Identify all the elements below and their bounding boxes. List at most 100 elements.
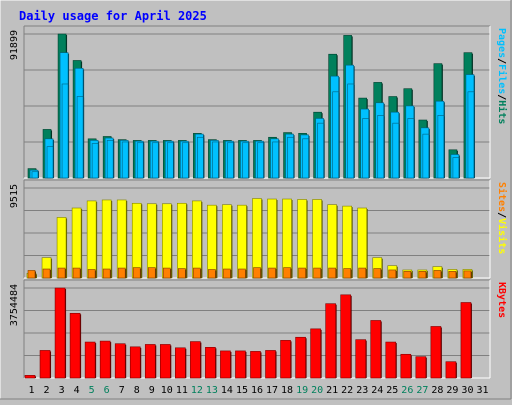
x-tick-label: 10 bbox=[161, 385, 173, 396]
bar-kbytes bbox=[144, 344, 156, 379]
bar-pages bbox=[287, 136, 294, 179]
bar-sites bbox=[283, 267, 291, 279]
bar-kbytes bbox=[445, 361, 457, 379]
bar-pages bbox=[392, 122, 400, 179]
bar-sites bbox=[463, 270, 472, 279]
ylabel-part: / bbox=[496, 94, 507, 100]
bar-pages bbox=[362, 118, 370, 179]
bar-visits bbox=[267, 198, 277, 279]
bar-sites bbox=[418, 271, 427, 279]
bar-sites bbox=[27, 270, 36, 279]
bar-pages bbox=[302, 138, 309, 179]
bar-kbytes bbox=[114, 343, 126, 379]
x-tick-label: 28 bbox=[431, 385, 443, 396]
bar-sites bbox=[208, 269, 216, 279]
bar-pages bbox=[31, 171, 39, 179]
bar-kbytes bbox=[265, 350, 276, 379]
x-tick-label: 15 bbox=[236, 385, 248, 396]
bar-visits bbox=[116, 199, 127, 279]
x-tick-label: 18 bbox=[281, 385, 293, 396]
bar-sites bbox=[72, 267, 81, 279]
bar-pages bbox=[437, 115, 445, 179]
bar-pages bbox=[166, 142, 174, 179]
bar-kbytes bbox=[385, 341, 397, 379]
bar-visits bbox=[357, 207, 368, 279]
bar-visits bbox=[177, 202, 187, 279]
bar-visits bbox=[86, 200, 97, 279]
bar-kbytes bbox=[250, 351, 261, 379]
bar-sites bbox=[162, 267, 171, 279]
bar-sites bbox=[403, 271, 412, 279]
bar-pages bbox=[61, 83, 69, 179]
x-tick-label: 27 bbox=[416, 385, 428, 396]
x-tick-label: 30 bbox=[461, 385, 473, 396]
bar-pages bbox=[46, 146, 54, 179]
bar-sites bbox=[147, 267, 156, 279]
x-tick-label: 31 bbox=[476, 385, 488, 396]
ylabel-part: Sites bbox=[496, 182, 508, 212]
ylabel-part: Visits bbox=[496, 218, 508, 254]
bar-pages bbox=[347, 83, 354, 179]
bar-pages bbox=[106, 140, 114, 179]
bar-pages bbox=[182, 142, 189, 179]
bar-sites bbox=[178, 268, 186, 279]
x-tick-label: 14 bbox=[221, 385, 233, 396]
bar-visits bbox=[297, 199, 307, 279]
bar-pages bbox=[197, 136, 204, 179]
x-tick-label: 25 bbox=[386, 385, 398, 396]
x-tick-label: 26 bbox=[401, 385, 413, 396]
bar-visits bbox=[222, 204, 232, 279]
bar-visits bbox=[161, 203, 172, 279]
bar-visits bbox=[252, 198, 262, 279]
bar-kbytes bbox=[54, 287, 66, 379]
bar-pages bbox=[317, 122, 324, 179]
bar-sites bbox=[433, 270, 442, 279]
bar-visits bbox=[342, 205, 352, 279]
bar-pages bbox=[91, 143, 99, 179]
bar-pages bbox=[136, 142, 144, 179]
bar-pages bbox=[467, 91, 475, 179]
bar-visits bbox=[71, 207, 82, 279]
bar-pages bbox=[257, 142, 264, 179]
ylabel-part: Hits bbox=[496, 100, 508, 124]
bar-sites bbox=[223, 268, 231, 279]
bar-pages bbox=[332, 91, 339, 179]
bar-visits bbox=[131, 202, 142, 279]
x-tick-label: 19 bbox=[296, 385, 308, 396]
bar-pages bbox=[76, 96, 84, 179]
bar-kbytes bbox=[129, 346, 141, 379]
bar-sites bbox=[313, 267, 321, 279]
bar-kbytes bbox=[235, 350, 246, 379]
bar-visits bbox=[146, 203, 157, 279]
bar-kbytes bbox=[430, 326, 442, 379]
bar-sites bbox=[57, 267, 66, 279]
bar-sites bbox=[358, 267, 367, 279]
bar-kbytes bbox=[415, 356, 427, 379]
bar-kbytes bbox=[99, 340, 111, 379]
ylabel-part: / bbox=[496, 58, 507, 64]
x-tick-label: 29 bbox=[446, 385, 458, 396]
x-tick-label: 23 bbox=[356, 385, 368, 396]
bar-sites bbox=[448, 271, 457, 279]
bar-kbytes bbox=[310, 328, 321, 379]
panel-middle-max-label: 9515 bbox=[9, 184, 20, 208]
bar-sites bbox=[102, 268, 111, 279]
x-tick-label: 4 bbox=[74, 385, 80, 396]
x-tick-label: 13 bbox=[206, 385, 218, 396]
bar-kbytes bbox=[460, 302, 472, 379]
bar-kbytes bbox=[280, 340, 291, 379]
panel-bottom-ylabel: KBytes bbox=[496, 282, 507, 318]
bar-sites bbox=[87, 269, 96, 279]
bar-pages bbox=[227, 142, 234, 179]
bar-visits bbox=[101, 199, 112, 279]
bar-sites bbox=[373, 268, 382, 279]
ylabel-part: Pages bbox=[496, 28, 507, 58]
ylabel-part: Files bbox=[496, 64, 508, 94]
bar-pages bbox=[151, 142, 159, 179]
bar-kbytes bbox=[24, 375, 36, 379]
x-tick-label: 7 bbox=[119, 385, 125, 396]
bar-sites bbox=[298, 267, 306, 279]
x-tick-label: 3 bbox=[59, 385, 65, 396]
